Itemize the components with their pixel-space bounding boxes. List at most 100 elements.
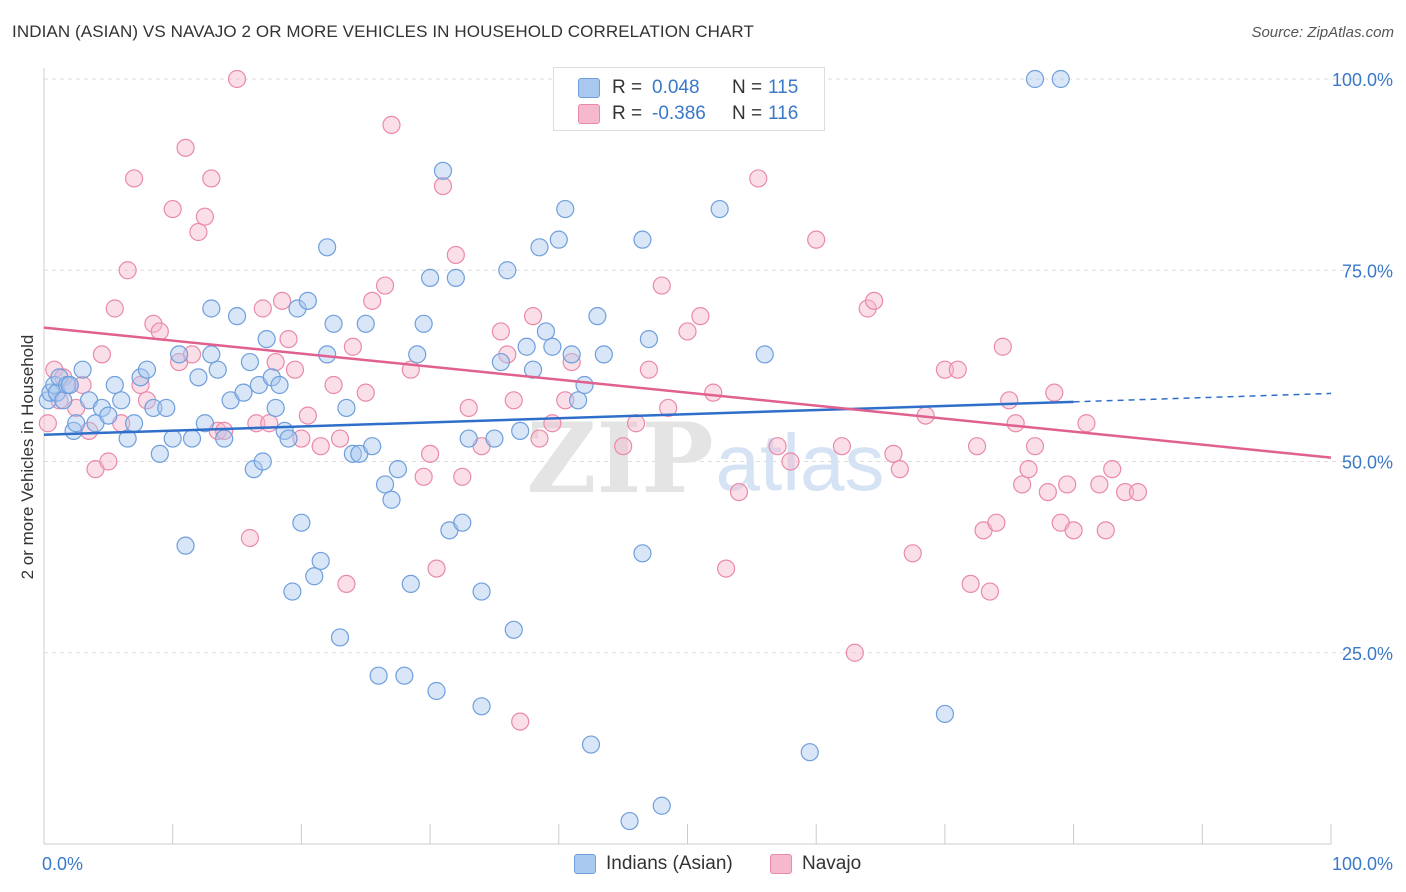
indians-asian-point [343,444,362,463]
indians-asian-point [234,383,253,402]
indians-asian-point [375,475,395,494]
legend-r-value: 0.048 [652,77,700,98]
navajo-point [717,559,736,578]
indians-asian-point [279,429,298,448]
bottom-legend-indians: Indians (Asian) [574,852,733,876]
navajo-point [1115,483,1135,502]
grid-lines [44,78,1361,654]
indians-asian-point [633,544,652,563]
indians-asian-point [227,307,247,326]
indians-asian-point [170,345,189,364]
navajo-point [749,169,768,188]
indians-asian-point [491,352,510,372]
navajo-point [993,337,1012,356]
navajo-point [980,582,1000,601]
navajo-point [1013,475,1032,494]
indians-asian-point [446,268,465,287]
bottom-legend-swatch-pink [770,854,792,874]
navajo-point [163,199,182,219]
indians-asian-point [433,161,453,180]
navajo-point [124,169,144,188]
indians-asian-point [50,368,69,387]
legend-r-value: -0.386 [652,103,706,124]
bottom-legend-navajo: Navajo [770,852,861,876]
navajo-point [272,291,292,310]
navajo-point [337,574,356,594]
legend-row-indians: R = 0.048 N = 115 [578,76,798,100]
navajo-point [523,307,543,326]
navajo-point [1045,383,1064,402]
navajo-point [215,421,234,440]
navajo-point [356,383,375,402]
y-tick-label: 75.0% [1342,261,1393,281]
navajo-trend-line [43,326,1332,459]
chart-title: INDIAN (ASIAN) VS NAVAJO 2 OR MORE VEHIC… [12,22,754,41]
legend-n-value: 116 [768,103,799,124]
indians-asian-point [408,345,427,364]
navajo-point [363,291,382,310]
navajo-point [73,375,92,395]
indians-asian-points [38,69,1070,831]
navajo-point [375,276,395,295]
bottom-legend-label: Navajo [802,853,862,874]
navajo-point [1077,414,1096,433]
navajo-point [556,391,575,410]
indians-asian-point [262,368,281,387]
legend-n-label: N = [732,103,763,124]
navajo-point [781,452,800,471]
navajo-point [1064,521,1083,540]
indians-asian-point [639,330,658,349]
indians-asian-point [330,628,350,647]
indians-asian-point [549,230,568,249]
navajo-point [511,712,530,731]
navajo-point [227,69,247,89]
navajo-point [1000,391,1019,410]
indians-asian-point [283,582,302,601]
indians-asian-point [298,291,317,310]
legend-r-label: R = [612,77,643,98]
navajo-point [530,429,549,448]
navajo-point [807,230,826,249]
source-label: Source: ZipAtlas.com [1251,24,1394,41]
indians-asian-point [157,398,176,418]
indians-asian-point [652,796,671,815]
indians-asian-point [195,414,214,433]
navajo-point [446,245,465,265]
indians-asian-point [382,490,401,509]
navajo-point [659,398,678,418]
navajo-point [1019,460,1038,479]
navajo-point [105,299,124,318]
indians-asian-point [588,307,607,326]
indians-asian-point [1051,69,1070,89]
navajo-point [652,276,671,295]
indians-asian-point [485,429,504,448]
indians-asian-point [800,743,819,762]
indians-asian-point [536,322,556,341]
navajo-point [691,307,710,326]
navajo-point [1128,483,1148,502]
navajo-point [987,513,1006,532]
indians-asian-point [517,337,536,356]
y-tick-label: 50.0% [1342,453,1393,473]
x-tick-label: 0.0% [42,854,83,874]
navajo-point [948,360,967,379]
indians-asian-point [755,345,774,364]
legend-swatch-blue [578,78,600,98]
legend-r-label: R = [612,103,643,124]
indians-asian-trend-extension [1073,392,1332,403]
indians-asian-point [472,697,491,716]
indians-asian-point [504,620,523,639]
indians-asian-point [569,391,588,410]
navajo-point [150,322,169,341]
legend-n-label: N = [732,77,763,98]
navajo-point [459,398,478,418]
navajo-point [292,429,311,448]
navajo-point [890,460,909,479]
indians-asian-point [562,345,581,364]
y-axis-label: 2 or more Vehicles in Household [18,335,37,580]
navajo-point [865,291,884,310]
navajo-point [935,360,955,379]
indians-asian-point [189,368,208,387]
indians-asian-point [620,811,639,831]
